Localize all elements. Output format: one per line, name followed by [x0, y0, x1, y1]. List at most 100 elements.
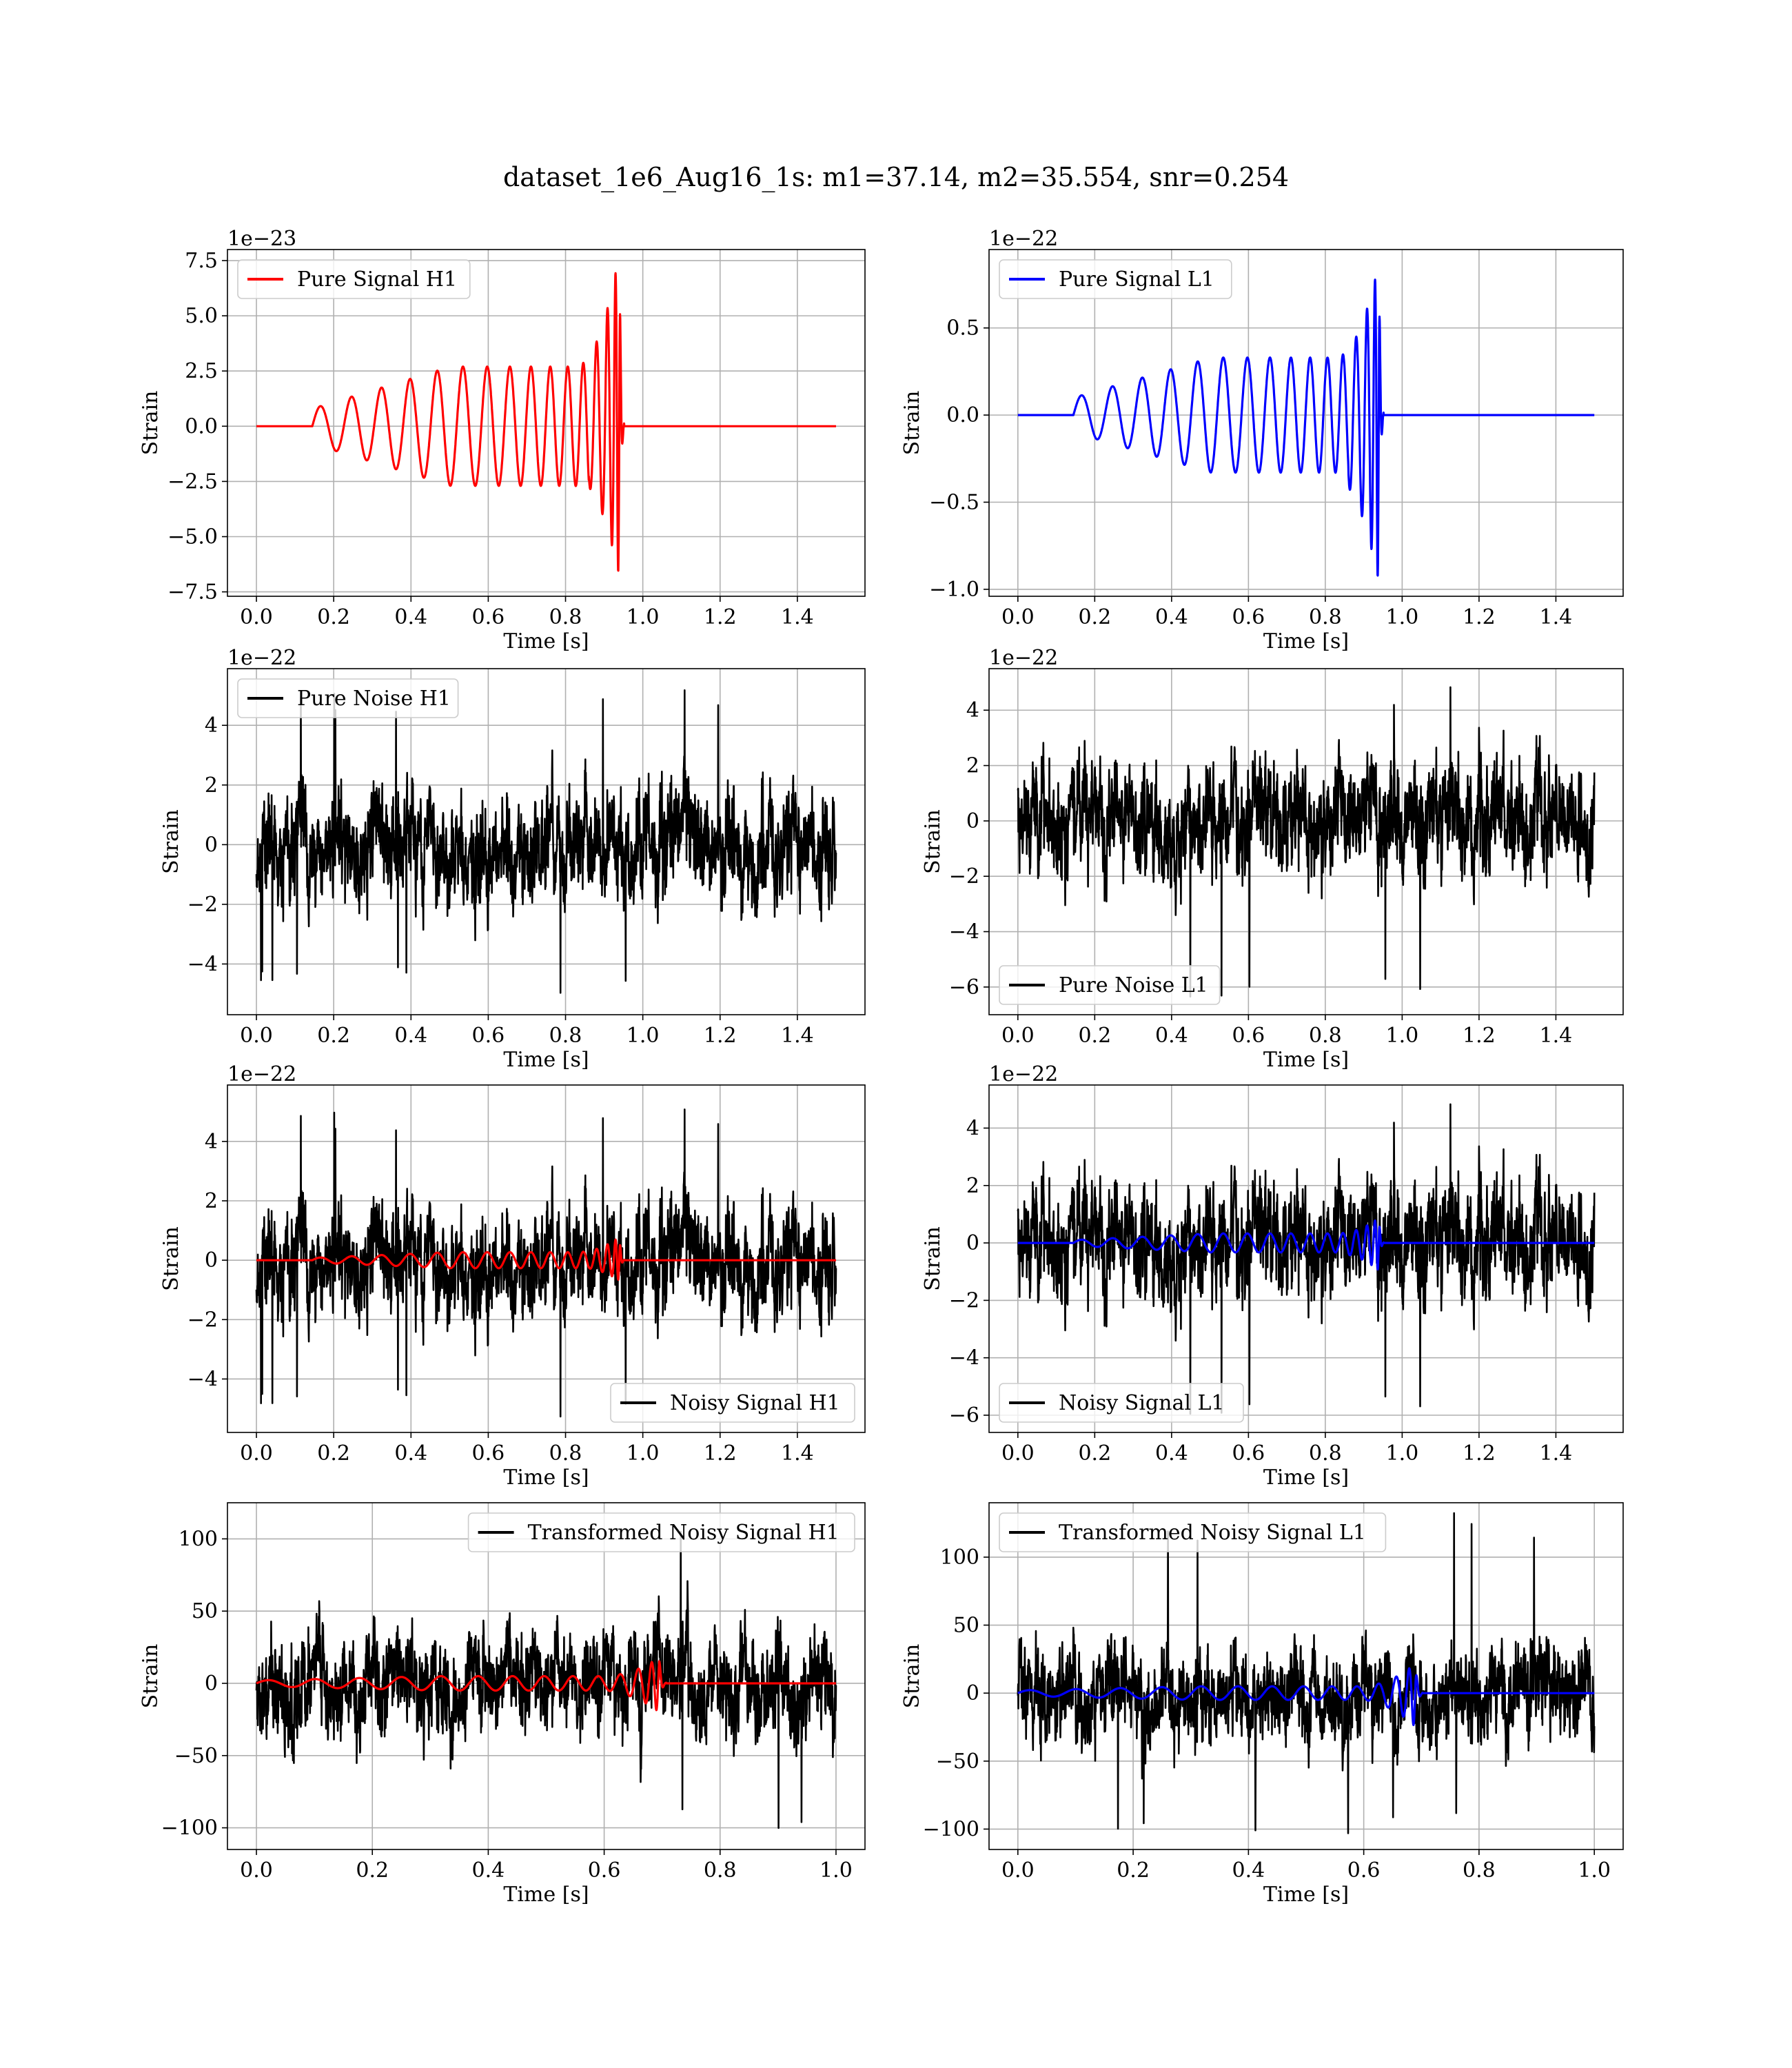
- x-tick-label: 0.0: [240, 1024, 273, 1048]
- y-tick-label: 0: [205, 833, 218, 857]
- x-tick-label: 0.4: [1232, 1858, 1265, 1883]
- y-tick-label: 4: [205, 1130, 218, 1154]
- x-tick-label: 1.0: [627, 1024, 660, 1048]
- x-tick-label: 1.2: [1463, 1024, 1496, 1048]
- legend: Pure Signal H1: [238, 260, 470, 298]
- x-tick-label: 0.8: [1309, 1441, 1342, 1466]
- y-axis-label: Strain: [921, 1226, 945, 1291]
- figure: dataset_1e6_Aug16_1s: m1=37.14, m2=35.55…: [0, 0, 1792, 2068]
- y-tick-label: −4: [187, 952, 218, 976]
- y-tick-label: −2: [949, 1288, 979, 1312]
- y-tick-label: 7.5: [185, 249, 218, 273]
- axis-offset-text: 1e−22: [227, 646, 296, 670]
- x-tick-label: 1.0: [819, 1858, 853, 1883]
- x-tick-label: 0.0: [1001, 1441, 1035, 1466]
- legend: Noisy Signal L1: [999, 1383, 1243, 1422]
- y-tick-label: 0.0: [185, 414, 218, 438]
- x-tick-label: 0.4: [1155, 1441, 1188, 1466]
- x-tick-label: 0.4: [394, 1441, 427, 1466]
- x-tick-label: 0.4: [472, 1858, 505, 1883]
- x-tick-label: 0.8: [1309, 605, 1342, 629]
- legend-label: Transformed Noisy Signal H1: [528, 1521, 839, 1545]
- x-tick-label: 1.0: [627, 605, 660, 629]
- x-tick-label: 0.4: [1155, 605, 1188, 629]
- x-tick-label: 0.4: [394, 1024, 427, 1048]
- x-tick-label: 1.4: [781, 1441, 814, 1466]
- x-tick-label: 1.0: [1578, 1858, 1611, 1883]
- x-axis-label: Time [s]: [503, 1466, 589, 1490]
- y-tick-label: −100: [923, 1817, 979, 1841]
- x-tick-label: 0.0: [1001, 605, 1035, 629]
- x-axis-label: Time [s]: [1263, 1048, 1349, 1072]
- y-axis-label: Strain: [139, 1644, 163, 1709]
- y-tick-label: 50: [953, 1614, 979, 1638]
- y-tick-label: −0.5: [929, 491, 979, 515]
- legend-label: Transformed Noisy Signal L1: [1059, 1521, 1366, 1545]
- x-tick-label: 1.4: [781, 1024, 814, 1048]
- x-tick-label: 1.0: [1386, 1441, 1419, 1466]
- y-axis-label: Strain: [900, 1644, 924, 1709]
- figure-title: dataset_1e6_Aug16_1s: m1=37.14, m2=35.55…: [503, 162, 1289, 193]
- x-tick-label: 1.4: [1540, 1441, 1573, 1466]
- y-axis-label: Strain: [139, 391, 163, 456]
- x-tick-label: 1.2: [1463, 605, 1496, 629]
- y-tick-label: 2: [205, 773, 218, 798]
- x-tick-label: 0.2: [1078, 1441, 1111, 1466]
- y-tick-label: 0: [205, 1248, 218, 1273]
- x-tick-label: 0.0: [240, 605, 273, 629]
- y-tick-label: −6: [949, 975, 979, 1000]
- x-tick-label: 0.2: [317, 1024, 350, 1048]
- x-tick-label: 0.8: [549, 605, 582, 629]
- x-tick-label: 1.4: [781, 605, 814, 629]
- legend: Transformed Noisy Signal L1: [999, 1513, 1385, 1552]
- legend-label: Noisy Signal H1: [670, 1391, 840, 1415]
- y-tick-label: 4: [966, 698, 979, 722]
- x-tick-label: 0.2: [1078, 1024, 1111, 1048]
- y-tick-label: −2: [187, 1308, 218, 1332]
- legend: Noisy Signal H1: [611, 1383, 855, 1422]
- y-tick-label: −50: [174, 1744, 218, 1768]
- y-tick-label: 0: [966, 809, 979, 833]
- x-tick-label: 0.4: [394, 605, 427, 629]
- legend: Pure Noise H1: [238, 679, 458, 718]
- y-axis-label: Strain: [159, 1226, 183, 1291]
- legend: Pure Noise L1: [999, 966, 1220, 1004]
- y-axis-label: Strain: [900, 391, 924, 456]
- y-tick-label: 4: [205, 713, 218, 738]
- x-tick-label: 1.2: [1463, 1441, 1496, 1466]
- y-tick-label: 2: [966, 1174, 979, 1198]
- y-tick-label: −2.5: [167, 469, 218, 494]
- x-tick-label: 0.6: [472, 1024, 505, 1048]
- x-tick-label: 0.6: [1232, 1024, 1265, 1048]
- y-tick-label: 0: [966, 1231, 979, 1255]
- legend-label: Noisy Signal L1: [1059, 1391, 1224, 1415]
- legend-label: Pure Noise H1: [297, 687, 451, 711]
- x-tick-label: 0.0: [1001, 1024, 1035, 1048]
- y-tick-label: 4: [966, 1116, 979, 1140]
- y-tick-label: 100: [940, 1545, 979, 1570]
- x-tick-label: 1.2: [704, 1441, 737, 1466]
- x-tick-label: 0.8: [549, 1024, 582, 1048]
- x-tick-label: 0.6: [472, 605, 505, 629]
- y-tick-label: 0: [966, 1681, 979, 1705]
- y-tick-label: −2: [949, 864, 979, 889]
- x-tick-label: 1.0: [1386, 1024, 1419, 1048]
- x-tick-label: 0.4: [1155, 1024, 1188, 1048]
- y-tick-label: 50: [192, 1599, 218, 1623]
- y-tick-label: 5.0: [185, 304, 218, 328]
- x-tick-label: 0.6: [1232, 605, 1265, 629]
- x-tick-label: 0.8: [704, 1858, 737, 1883]
- x-tick-label: 1.0: [627, 1441, 660, 1466]
- legend: Pure Signal L1: [999, 260, 1232, 298]
- x-tick-label: 0.6: [588, 1858, 621, 1883]
- x-axis-label: Time [s]: [503, 1883, 589, 1907]
- x-axis-label: Time [s]: [503, 1048, 589, 1072]
- y-tick-label: 100: [179, 1527, 218, 1551]
- y-axis-label: Strain: [159, 809, 183, 874]
- x-tick-label: 0.8: [1463, 1858, 1496, 1883]
- y-axis-label: Strain: [921, 809, 945, 874]
- axis-offset-text: 1e−23: [227, 227, 296, 251]
- x-tick-label: 0.2: [317, 605, 350, 629]
- legend-label: Pure Noise L1: [1059, 973, 1208, 997]
- axis-offset-text: 1e−22: [989, 646, 1058, 670]
